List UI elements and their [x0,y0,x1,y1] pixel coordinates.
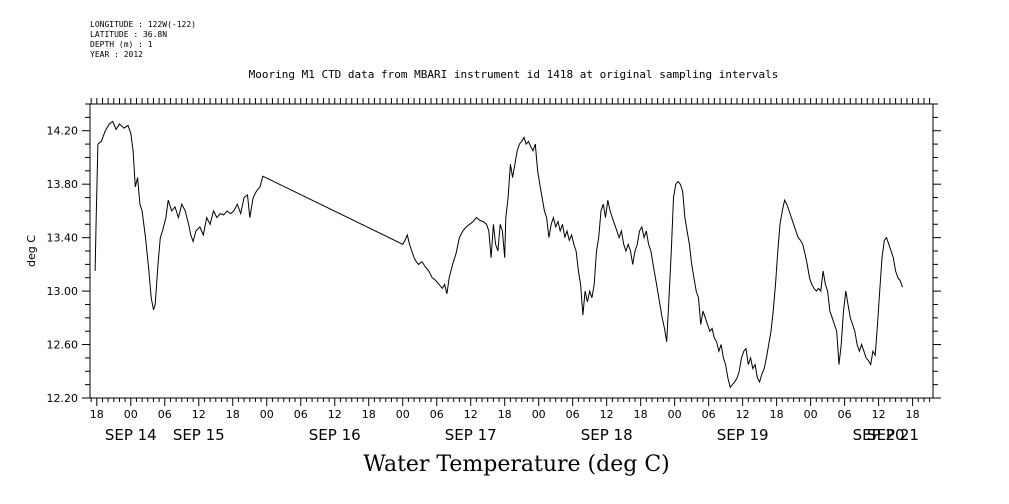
hour-label: 12 [192,408,206,421]
hour-label: 12 [464,408,478,421]
y-tick-label: 12.60 [47,339,79,352]
hour-label: 18 [634,408,648,421]
date-tick-labels: SEP 14 SEP 15 SEP 16 SEP 17 SEP 18 SEP 19 SEP … [105,426,919,444]
date-label: SEP 14 [105,426,157,444]
date-label: SEP 17 [445,426,497,444]
hour-label: 00 [396,408,410,421]
hour-label: 18 [226,408,240,421]
longitude-text: LONGITUDE : 122W(-122) [90,20,196,29]
x-ticks [90,98,931,406]
hour-label: 18 [906,408,920,421]
depth-text: DEPTH (m) : 1 [90,40,153,49]
hour-label: 18 [90,408,104,421]
hour-label: 12 [600,408,614,421]
hour-tick-labels: 18 00 06 12 18 00 06 12 18 00 06 12 18 00 06 12 18 00 06 12… [90,408,920,421]
hour-label: 06 [702,408,716,421]
date-label: SEP 21 [867,426,919,444]
hour-label: 00 [668,408,682,421]
date-label: SEP 20 [853,426,905,444]
hour-label: 00 [124,408,138,421]
hour-label: 06 [566,408,580,421]
hour-label: 00 [804,408,818,421]
x-axis-label: Water Temperature (deg C) [363,452,670,477]
date-label: SEP 16 [309,426,361,444]
date-label: SEP 15 [173,426,225,444]
hour-label: 06 [158,408,172,421]
y-tick-label: 13.80 [47,178,79,191]
y-axis-label: deg C [25,235,38,267]
hour-label: 12 [872,408,886,421]
date-label: SEP 18 [581,426,633,444]
year-text: YEAR : 2012 [90,50,143,59]
hour-label: 06 [838,408,852,421]
y-tick-label: 14.20 [47,125,79,138]
y-tick-label: 13.40 [47,232,79,245]
hour-label: 18 [770,408,784,421]
y-ticks: 12.20 12.60 13.00 13.40 13.80 14.20 [47,103,941,405]
chart-title: Mooring M1 CTD data from MBARI instrumen… [248,68,779,81]
series-lines [94,120,903,389]
hour-label: 18 [498,408,512,421]
y-tick-label: 13.00 [47,285,79,298]
series-line [94,120,903,389]
hour-label: 06 [430,408,444,421]
plot-frame [89,103,934,399]
hour-label: 00 [532,408,546,421]
hour-label: 06 [294,408,308,421]
date-label: SEP 19 [717,426,769,444]
metadata-block: LONGITUDE : 122W(-122) LATITUDE : 36.8N … [90,20,196,60]
y-tick-label: 12.20 [47,392,79,405]
hour-label: 00 [260,408,274,421]
hour-label: 12 [328,408,342,421]
hour-label: 12 [736,408,750,421]
hour-label: 18 [362,408,376,421]
latitude-text: LATITUDE : 36.8N [90,30,168,39]
